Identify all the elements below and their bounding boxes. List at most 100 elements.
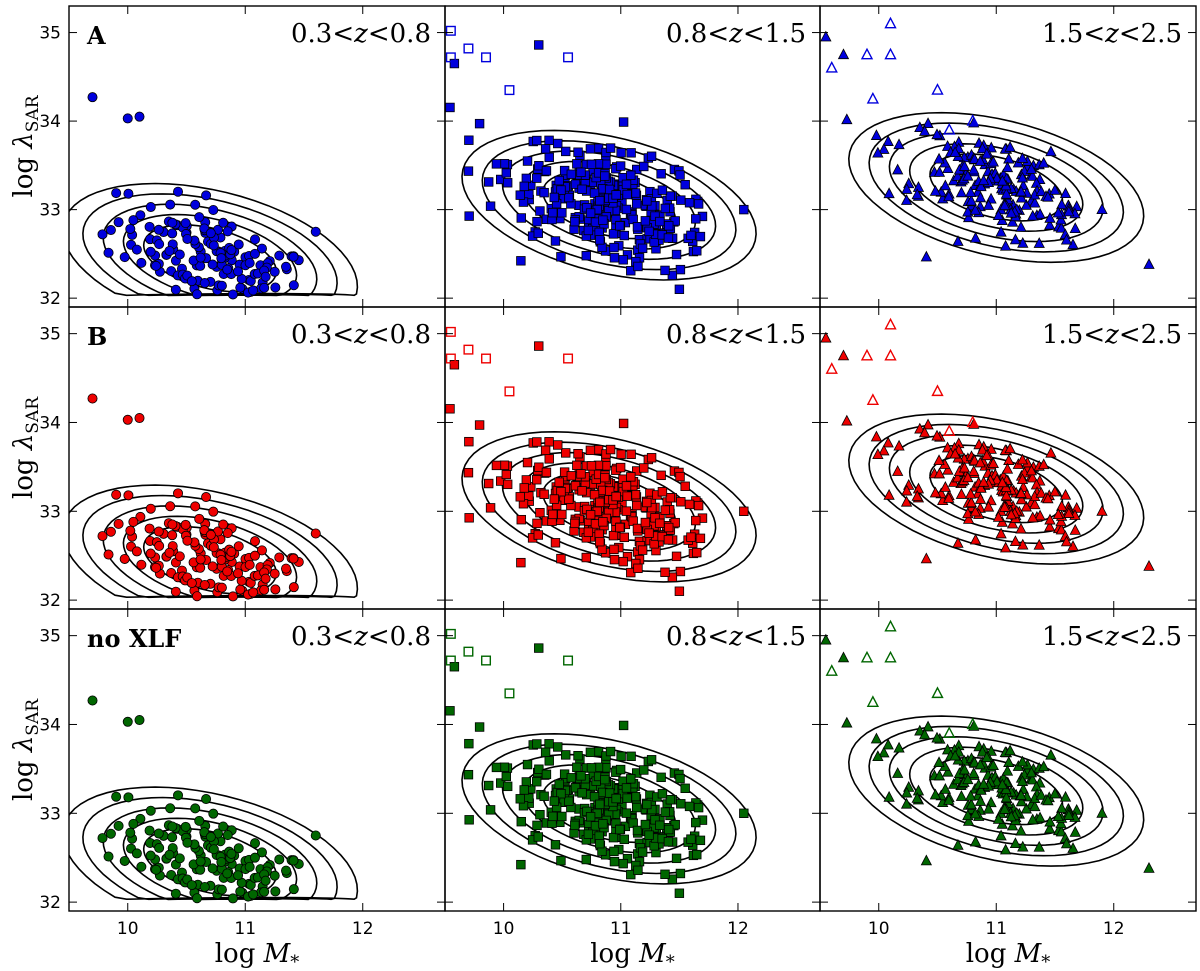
data-point xyxy=(981,751,993,763)
data-point xyxy=(170,586,181,597)
data-point xyxy=(976,443,989,455)
data-point xyxy=(962,471,974,483)
x-axis-label: log M* xyxy=(590,939,675,971)
data-point xyxy=(969,533,982,545)
data-point xyxy=(544,454,554,464)
data-point xyxy=(919,125,931,136)
data-point xyxy=(942,162,954,174)
data-point xyxy=(598,819,608,829)
data-point xyxy=(474,722,485,732)
data-point xyxy=(884,47,897,60)
data-point xyxy=(260,875,271,886)
plot-area xyxy=(820,16,1155,269)
data-point xyxy=(670,216,680,226)
data-point xyxy=(463,344,474,355)
data-point xyxy=(201,492,212,503)
data-point xyxy=(1029,800,1041,812)
data-point xyxy=(164,245,175,256)
data-point xyxy=(882,436,894,448)
data-point xyxy=(167,832,178,843)
data-point xyxy=(841,113,853,125)
data-point xyxy=(955,488,968,499)
data-point xyxy=(1033,538,1045,550)
data-point xyxy=(539,791,549,801)
data-point xyxy=(534,341,544,351)
data-point xyxy=(173,790,184,801)
data-point xyxy=(522,759,533,770)
data-point xyxy=(483,177,494,187)
data-point xyxy=(968,454,981,466)
data-point xyxy=(532,173,542,183)
data-point xyxy=(618,255,628,265)
data-point xyxy=(1015,522,1027,534)
data-point xyxy=(621,179,632,190)
data-point xyxy=(134,111,145,122)
data-point xyxy=(644,226,654,237)
data-point xyxy=(872,750,884,761)
data-point xyxy=(502,479,513,490)
plot-area xyxy=(820,619,1155,873)
data-point xyxy=(609,856,620,867)
data-point xyxy=(483,780,494,791)
data-point xyxy=(227,893,238,904)
data-point xyxy=(576,167,586,177)
data-point xyxy=(97,229,108,240)
y-tick-label: 33 xyxy=(39,502,61,522)
data-point xyxy=(987,759,999,771)
data-point xyxy=(595,799,605,810)
data-point xyxy=(541,467,552,478)
data-point xyxy=(952,536,964,548)
data-point xyxy=(622,491,632,501)
data-point xyxy=(548,207,558,218)
data-point xyxy=(216,884,227,895)
data-point xyxy=(633,865,643,876)
data-point xyxy=(1015,220,1027,232)
data-point xyxy=(270,584,281,595)
data-point xyxy=(119,553,130,564)
data-point xyxy=(605,746,616,757)
data-point xyxy=(218,821,229,832)
data-point xyxy=(1034,509,1046,521)
data-point xyxy=(563,655,574,666)
data-point xyxy=(533,530,543,540)
data-point xyxy=(153,224,164,235)
data-point xyxy=(992,510,1005,522)
data-point xyxy=(1055,213,1067,225)
z-op: < xyxy=(743,19,765,49)
data-point xyxy=(693,199,704,209)
data-point xyxy=(216,253,227,264)
data-point xyxy=(866,695,880,707)
data-point xyxy=(671,551,682,562)
data-point xyxy=(1025,162,1038,174)
data-point xyxy=(464,436,474,447)
z-op: < xyxy=(707,19,729,49)
data-point xyxy=(943,424,956,437)
data-point xyxy=(491,460,502,471)
data-point xyxy=(982,802,995,814)
data-point xyxy=(1049,787,1061,799)
data-point xyxy=(968,465,980,476)
data-point xyxy=(248,285,259,296)
data-point xyxy=(186,578,197,589)
data-point xyxy=(665,191,676,201)
data-point xyxy=(208,506,219,517)
data-point xyxy=(463,467,474,478)
data-point xyxy=(564,192,574,203)
data-point xyxy=(288,280,299,291)
z-var: z xyxy=(1104,622,1119,652)
data-point xyxy=(274,854,285,865)
data-point xyxy=(1060,535,1073,547)
plot-area xyxy=(445,628,757,898)
data-point xyxy=(445,404,455,414)
data-point xyxy=(974,456,986,468)
data-point xyxy=(151,864,162,875)
data-point xyxy=(205,228,216,239)
data-point xyxy=(570,820,580,831)
z-lo: 0.3 xyxy=(291,320,332,350)
data-point xyxy=(515,794,525,804)
data-point xyxy=(195,856,206,867)
data-point xyxy=(920,250,933,262)
data-point xyxy=(491,762,502,773)
data-point xyxy=(128,818,139,829)
data-point xyxy=(693,500,704,511)
